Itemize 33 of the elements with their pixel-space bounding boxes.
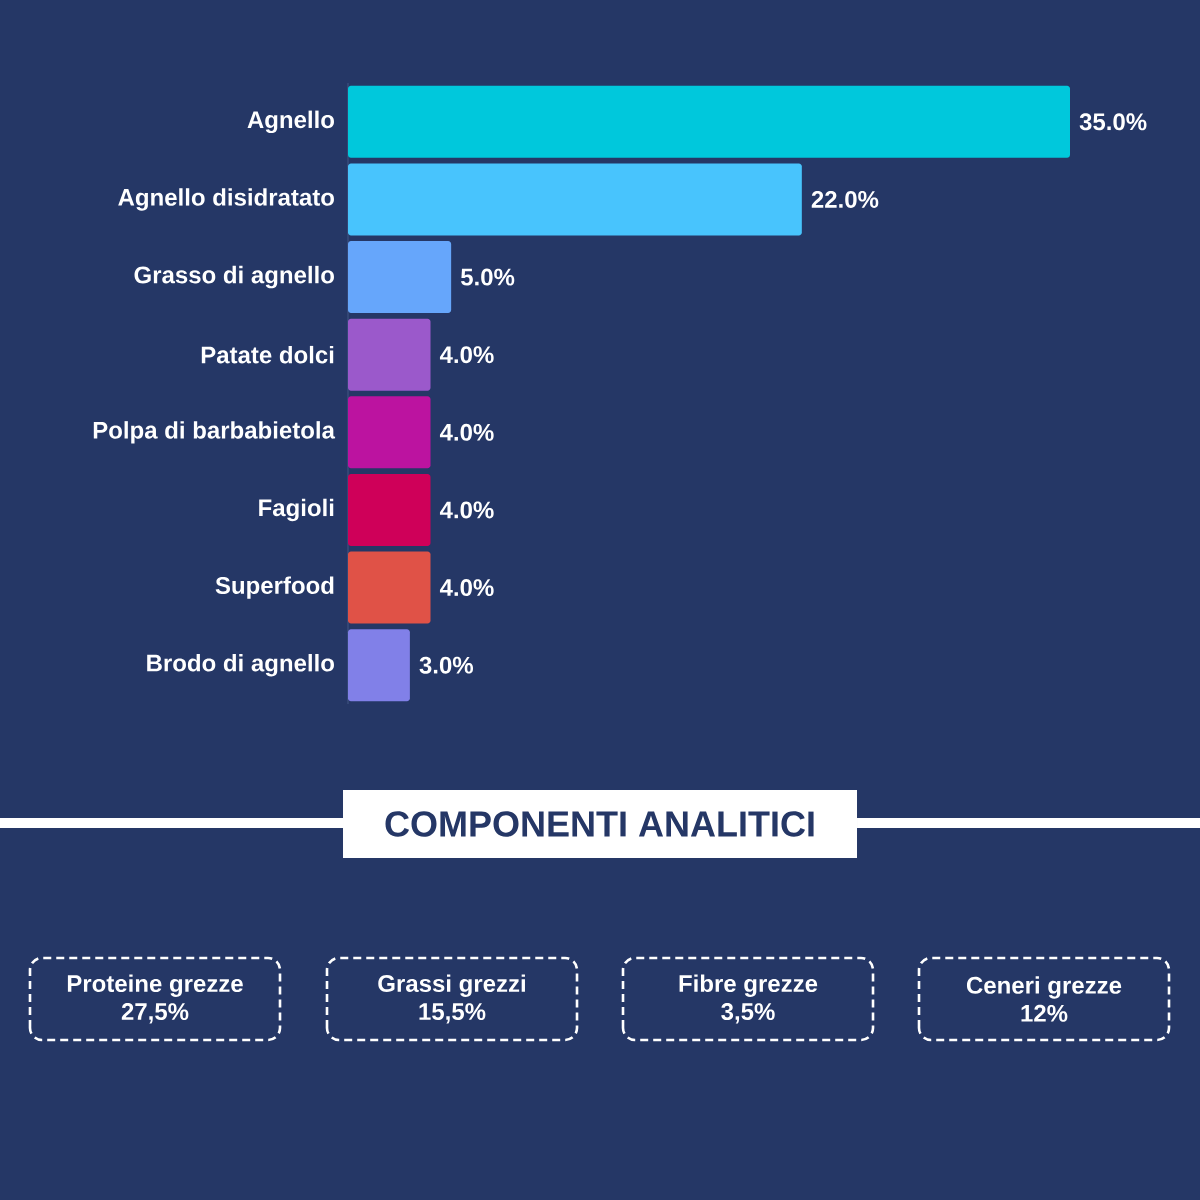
data-label: 5.0% <box>460 268 515 286</box>
text: 3,5% <box>721 1003 775 1024</box>
bar <box>348 241 452 314</box>
bar <box>348 629 410 702</box>
text: COMPONENTI ANALITICI <box>385 811 814 837</box>
bar <box>348 396 431 469</box>
y-tick-label: Superfood <box>215 576 334 599</box>
category-label: Proteine grezze <box>67 974 243 997</box>
bar <box>348 318 431 391</box>
y-tick-label: Agnello disidratato <box>118 188 334 211</box>
text: 12% <box>1021 1004 1068 1022</box>
data-label: 22.0% <box>811 190 879 208</box>
bar <box>348 163 802 236</box>
y-tick-label: Fagioli <box>259 498 334 522</box>
data-label: 4.0% <box>439 423 494 441</box>
bar <box>348 473 431 546</box>
text: 27,5% <box>121 1003 189 1024</box>
data-label: 35.0% <box>1079 113 1147 131</box>
data-label: 4.0% <box>439 346 494 364</box>
y-tick-label: Brodo di agnello <box>147 653 334 677</box>
category-label: Fibre grezze <box>679 974 818 997</box>
y-tick-label: Polpa di barbabietola <box>93 421 336 444</box>
bar <box>348 85 1070 158</box>
y-tick-label: Patate dolci <box>201 345 334 364</box>
category-label: Grassi grezzi <box>378 974 525 997</box>
bar <box>348 551 431 624</box>
text: 15,5% <box>419 1003 486 1024</box>
data-label: 4.0% <box>439 579 494 597</box>
y-tick-label: Grasso di agnello <box>134 265 334 289</box>
y-tick-label: Agnello <box>247 110 334 134</box>
data-label: 3.0% <box>419 656 474 674</box>
data-label: 4.0% <box>439 501 494 519</box>
category-label: Ceneri grezze <box>966 976 1122 999</box>
